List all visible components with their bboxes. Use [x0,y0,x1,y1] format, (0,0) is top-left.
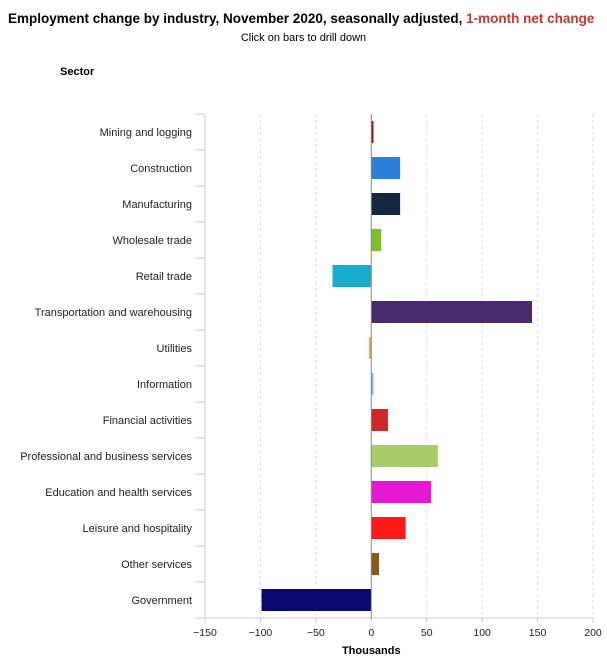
category-label: Construction [130,163,192,175]
category-label: Retail trade [136,271,192,283]
bar-mining-and-logging[interactable] [371,121,374,143]
chart-title: Employment change by industry, November … [8,11,594,26]
x-axis-title: Thousands [342,645,401,657]
bar-other-services[interactable] [371,553,380,575]
bar-wholesale-trade[interactable] [371,229,382,251]
bar-information[interactable] [371,373,374,395]
bar-manufacturing[interactable] [371,193,401,215]
category-label: Mining and logging [100,127,192,139]
category-label: Leisure and hospitality [83,523,193,535]
x-tick-label: −150 [193,627,217,639]
bar-construction[interactable] [371,157,401,179]
category-label: Financial activities [103,415,193,427]
category-label: Information [137,379,192,391]
category-label: Utilities [157,343,193,355]
category-label: Education and health services [45,487,192,499]
bar-government[interactable] [261,589,372,611]
category-label: Government [131,595,192,607]
category-label: Professional and business services [20,451,192,463]
bar-utilities[interactable] [369,337,372,359]
bar-retail-trade[interactable] [332,265,372,287]
x-tick-label: 0 [368,627,374,639]
bar-leisure-and-hospitality[interactable] [371,517,406,539]
x-tick-label: −100 [249,627,273,639]
category-label: Wholesale trade [113,235,193,247]
bar-professional-and-business-services[interactable] [371,445,438,467]
category-label: Other services [121,559,192,571]
bar-financial-activities[interactable] [371,409,388,431]
y-axis-title: Sector [60,66,95,78]
chart-title-main: Employment change by industry, November … [8,11,463,26]
chart-subtitle: Click on bars to drill down [240,32,367,44]
x-tick-label: −50 [307,627,325,639]
x-tick-label: 200 [584,627,602,639]
bar-transportation-and-warehousing[interactable] [371,301,533,323]
bar-education-and-health-services[interactable] [371,481,432,503]
category-label: Manufacturing [122,199,192,211]
x-tick-label: 150 [529,627,547,639]
category-label: Transportation and warehousing [35,307,192,319]
chart-title-highlight: 1-month net change [466,11,595,26]
x-tick-label: 100 [473,627,491,639]
x-tick-label: 50 [421,627,433,639]
